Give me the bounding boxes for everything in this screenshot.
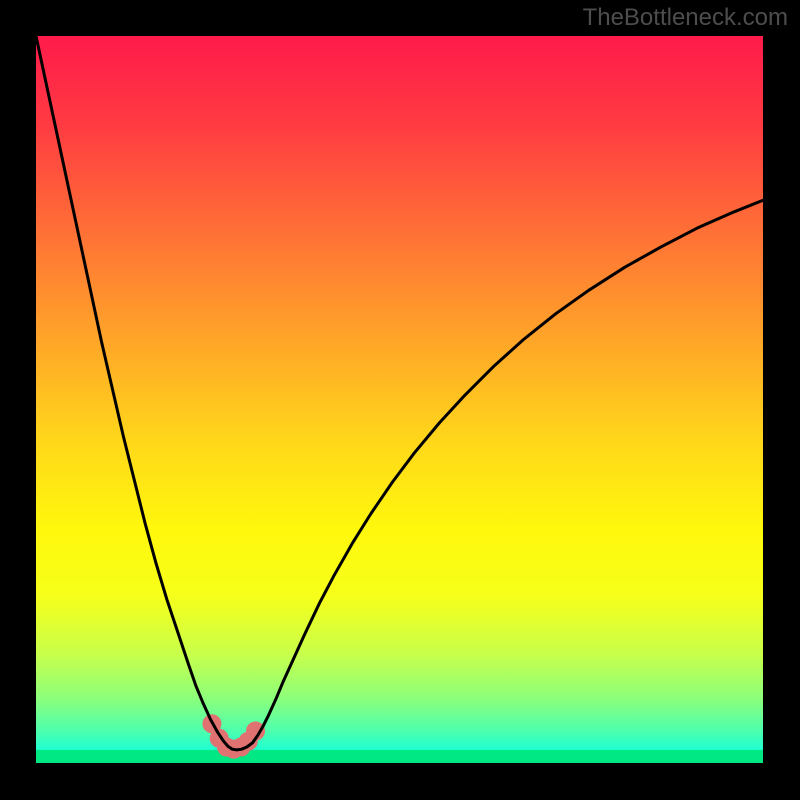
plot-background [36,36,763,763]
bottom-band [36,750,763,763]
bottleneck-chart [0,0,800,800]
stage: TheBottleneck.com [0,0,800,800]
watermark-text: TheBottleneck.com [583,4,788,32]
